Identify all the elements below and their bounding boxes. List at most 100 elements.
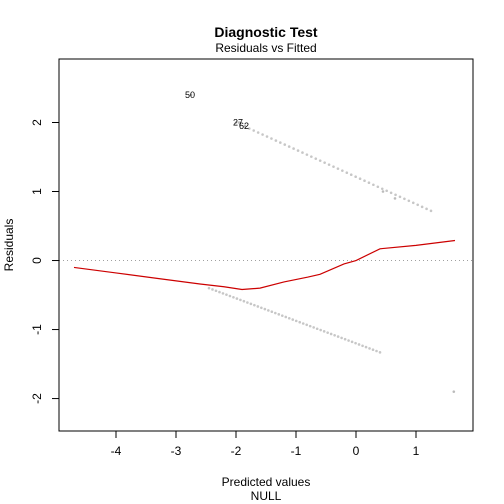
x-tick-label: 1 xyxy=(413,444,420,458)
x-axis: -4 -3 -2 -1 0 1 xyxy=(111,430,420,458)
residual-point xyxy=(301,322,305,325)
residual-point xyxy=(218,290,221,294)
residual-point xyxy=(235,297,239,300)
residual-point xyxy=(189,93,193,97)
smooth-line xyxy=(73,239,456,291)
y-tick-label: 2 xyxy=(30,119,44,126)
residual-point xyxy=(326,331,329,334)
residual-point xyxy=(256,131,260,134)
residual-point xyxy=(393,197,397,200)
point-label: 50 xyxy=(185,90,195,100)
residual-point xyxy=(207,286,211,290)
residual-point xyxy=(249,302,253,306)
residual-point xyxy=(237,121,241,124)
y-tick-label: 0 xyxy=(30,257,44,264)
residual-point xyxy=(246,301,249,304)
residual-point xyxy=(301,151,304,154)
residual-point xyxy=(403,197,406,201)
residual-point xyxy=(327,163,331,166)
residual-point xyxy=(358,177,362,181)
residual-point xyxy=(265,135,269,138)
residual-point xyxy=(333,333,336,337)
residual-point xyxy=(363,179,366,183)
point-label: 27 xyxy=(233,118,243,128)
residual-point xyxy=(211,288,214,291)
residual-point xyxy=(248,127,251,130)
residual-point xyxy=(420,205,424,209)
residual-point xyxy=(343,337,347,341)
residual-point xyxy=(368,347,371,350)
residual-point xyxy=(354,341,357,345)
residual-point xyxy=(214,289,218,293)
residual-point xyxy=(232,296,235,299)
residual-point xyxy=(332,165,335,168)
y-tick-label: 1 xyxy=(30,188,44,195)
residual-point xyxy=(267,309,270,312)
residual-point xyxy=(274,139,278,142)
residual-point xyxy=(336,335,340,338)
residual-point xyxy=(345,171,349,174)
residual-point xyxy=(279,141,282,144)
residual-point xyxy=(361,344,364,348)
residual-point xyxy=(380,187,384,191)
residual-point xyxy=(378,351,382,354)
residual-point xyxy=(315,327,319,331)
residual-point xyxy=(284,315,288,319)
residual-point xyxy=(375,349,378,353)
residual-point xyxy=(253,303,256,307)
y-axis: -2 -1 0 1 2 xyxy=(30,119,60,404)
residual-point xyxy=(294,319,298,323)
residual-point xyxy=(242,299,246,303)
residual-point xyxy=(340,336,343,340)
residual-point xyxy=(389,191,393,195)
residual-point xyxy=(385,189,388,193)
x-tick-label: -1 xyxy=(291,444,302,458)
residual-point xyxy=(416,203,420,207)
x-tick-label: -3 xyxy=(171,444,182,458)
residual-point xyxy=(367,181,371,185)
residual-point xyxy=(347,339,350,342)
residual-point xyxy=(287,316,291,320)
chart-subtitle: Residuals vs Fitted xyxy=(215,41,316,55)
residual-point xyxy=(305,153,309,156)
residual-point xyxy=(425,207,428,211)
x-axis-label: Predicted values xyxy=(222,475,311,489)
y-tick-label: -2 xyxy=(30,393,44,404)
residual-point xyxy=(243,124,247,128)
residual-point xyxy=(252,129,256,132)
residual-point xyxy=(234,121,238,124)
residual-point xyxy=(225,293,228,296)
residual-point xyxy=(314,157,318,160)
residual-point xyxy=(283,143,287,146)
residual-point xyxy=(452,390,456,393)
residual-point xyxy=(292,147,295,150)
residual-point xyxy=(349,173,353,176)
residual-point xyxy=(270,137,273,140)
residual-point xyxy=(221,292,225,295)
residual-point xyxy=(318,159,322,162)
residual-point xyxy=(381,190,385,193)
residual-point xyxy=(274,311,277,315)
residual-point xyxy=(298,320,302,324)
residual-point xyxy=(411,201,415,205)
residual-point xyxy=(310,155,313,158)
residual-point xyxy=(277,313,281,316)
residual-point xyxy=(312,326,315,329)
residual-point xyxy=(270,310,274,314)
residual-point xyxy=(323,161,326,164)
residual-point xyxy=(228,294,232,298)
residual-point xyxy=(263,307,267,311)
x-axis-sublabel: NULL xyxy=(251,489,282,503)
residual-point xyxy=(256,305,260,308)
point-label: 62 xyxy=(239,121,249,131)
residual-point xyxy=(407,199,411,203)
residual-point xyxy=(239,123,242,126)
residual-point xyxy=(308,324,312,328)
residual-point xyxy=(322,330,326,333)
residual-point xyxy=(239,298,242,302)
x-tick-label: -2 xyxy=(231,444,242,458)
residual-point xyxy=(296,149,300,152)
residual-point xyxy=(287,145,291,148)
